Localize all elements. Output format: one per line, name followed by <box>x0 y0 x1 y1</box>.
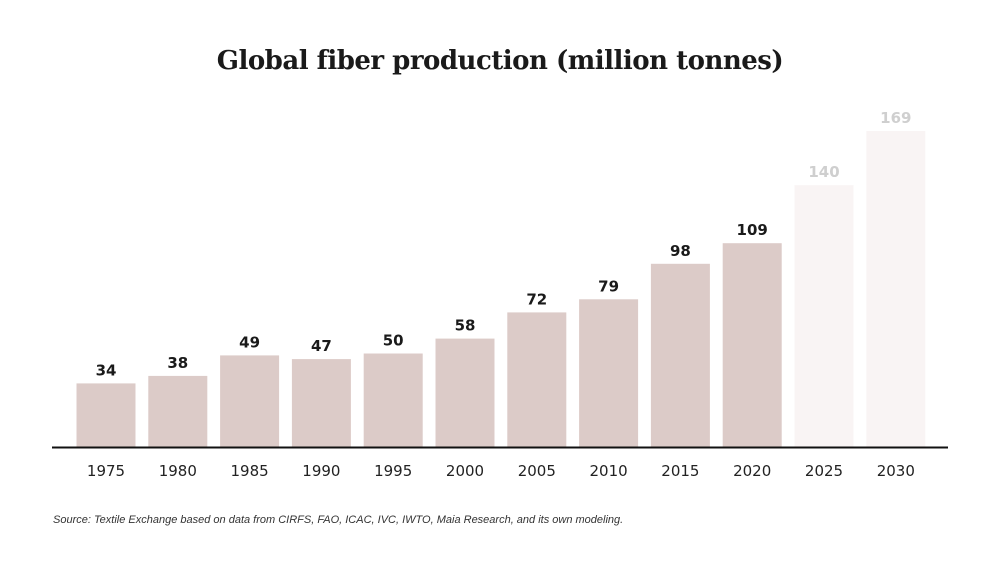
bar-2030 <box>866 131 926 447</box>
bar-1980 <box>148 375 208 447</box>
value-label-2015: 98 <box>670 242 691 260</box>
value-label-1995: 50 <box>383 332 404 350</box>
x-tick-1985: 1985 <box>231 462 269 480</box>
x-tick-2030: 2030 <box>877 462 915 480</box>
value-labels-group: 34 38 49 47 50 58 72 79 98 109 140 169 <box>96 109 912 379</box>
x-tick-1990: 1990 <box>302 462 340 480</box>
x-tick-1975: 1975 <box>87 462 125 480</box>
x-tick-2000: 2000 <box>446 462 484 480</box>
bar-2005 <box>507 312 567 447</box>
x-tick-1980: 1980 <box>159 462 197 480</box>
x-tick-2025: 2025 <box>805 462 843 480</box>
bar-1985 <box>220 355 280 447</box>
x-tick-2020: 2020 <box>733 462 771 480</box>
source-note: Source: Textile Exchange based on data f… <box>53 514 624 526</box>
bar-2000 <box>435 338 495 447</box>
bars-group <box>76 131 926 447</box>
x-tick-2005: 2005 <box>518 462 556 480</box>
value-label-2025: 140 <box>808 163 839 181</box>
x-tick-2010: 2010 <box>590 462 628 480</box>
chart-title: Global fiber production (million tonnes) <box>216 46 784 76</box>
value-label-1975: 34 <box>96 361 117 379</box>
value-label-1985: 49 <box>239 333 260 351</box>
value-label-2010: 79 <box>598 277 619 295</box>
value-label-2020: 109 <box>737 221 768 239</box>
bar-2010 <box>579 299 639 447</box>
value-label-1990: 47 <box>311 337 332 355</box>
value-label-2030: 169 <box>880 109 911 127</box>
value-label-2005: 72 <box>526 290 547 308</box>
bar-1995 <box>363 353 423 447</box>
x-tick-1995: 1995 <box>374 462 412 480</box>
bar-2015 <box>650 263 710 447</box>
value-label-1980: 38 <box>167 354 188 372</box>
x-tick-labels-group: 1975 1980 1985 1990 1995 2000 2005 2010 2015 2020… <box>87 462 915 480</box>
bar-2020 <box>722 243 782 447</box>
value-label-2000: 58 <box>455 317 476 335</box>
bar-1975 <box>76 383 136 447</box>
bar-1990 <box>291 359 351 447</box>
x-tick-2015: 2015 <box>661 462 699 480</box>
bar-2025 <box>794 185 854 447</box>
